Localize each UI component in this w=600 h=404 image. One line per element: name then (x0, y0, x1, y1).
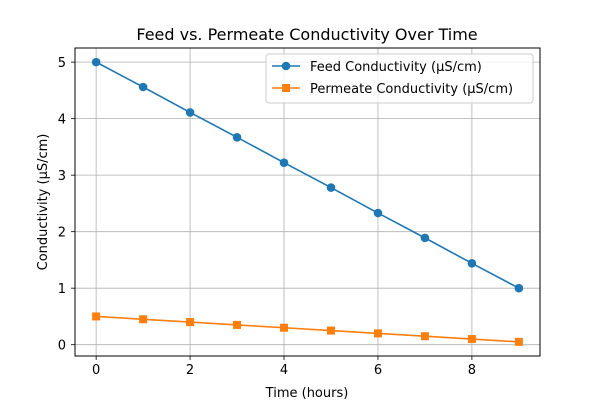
legend-entry-feed: Feed Conductivity (µS/cm) (272, 60, 482, 75)
legend-entry-permeate: Permeate Conductivity (µS/cm) (272, 82, 513, 97)
x-tick-label: 8 (468, 363, 476, 378)
permeate-data-point (373, 329, 382, 338)
y-tick-label: 3 (58, 169, 66, 184)
x-tick-label: 4 (280, 363, 288, 378)
x-tick-label: 6 (374, 363, 382, 378)
y-tick-label: 4 (58, 113, 66, 128)
feed-data-point (91, 57, 101, 67)
y-tick-label: 1 (58, 282, 66, 297)
legend-permeate-marker (282, 84, 290, 92)
permeate-data-point (92, 312, 101, 321)
permeate-data-point (233, 320, 242, 329)
feed-data-point (373, 208, 383, 218)
feed-data-point (185, 108, 195, 117)
x-axis-label: Time (hours) (265, 386, 349, 400)
feed-data-point (420, 233, 430, 243)
y-tick-label: 0 (58, 339, 66, 354)
legend-permeate-label: Permeate Conductivity (µS/cm) (310, 82, 513, 97)
permeate-data-point (467, 335, 476, 344)
permeate-data-point (139, 315, 148, 324)
permeate-series-line (96, 315, 519, 343)
chart-title: Feed vs. Permeate Conductivity Over Time (136, 25, 477, 44)
legend-feed-label: Feed Conductivity (µS/cm) (310, 60, 482, 75)
permeate-data-point (280, 323, 289, 332)
y-tick-label: 2 (58, 226, 66, 241)
series-layer (91, 57, 524, 346)
feed-data-point (467, 259, 477, 268)
feed-data-point (514, 283, 524, 293)
permeate-data-point (420, 332, 429, 341)
permeate-data-point (514, 337, 523, 346)
feed-data-point (138, 82, 148, 92)
permeate-data-point (326, 326, 335, 335)
axis-ticks: 0 2 4 6 8 0 1 2 3 4 5 (58, 56, 476, 378)
y-axis-label: Conductivity (µS/cm) (36, 134, 51, 271)
legend-box (265, 53, 534, 104)
feed-data-point (279, 158, 289, 168)
plot-area-frame (74, 47, 541, 357)
x-tick-label: 0 (92, 363, 100, 378)
feed-data-point (326, 183, 336, 192)
y-tick-label: 5 (58, 56, 66, 71)
permeate-data-point (186, 318, 195, 327)
legend-feed-marker (281, 61, 291, 71)
x-tick-label: 2 (186, 363, 194, 378)
feed-series-line (95, 61, 520, 289)
feed-data-point (232, 132, 242, 142)
legend: Feed Conductivity (µS/cm) Permeate Condu… (265, 53, 534, 104)
